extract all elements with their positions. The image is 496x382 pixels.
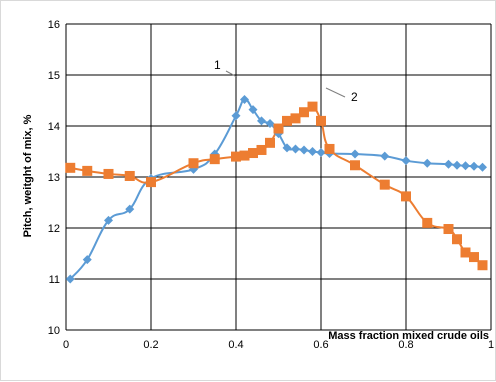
- series-1-point: [401, 156, 411, 166]
- y-tick-label: 13: [48, 172, 60, 184]
- series-2-point: [316, 115, 326, 126]
- series-2-point: [379, 179, 390, 190]
- series-2-point: [124, 170, 135, 181]
- annotation-1-leader: [225, 70, 238, 78]
- series-2-point: [209, 154, 220, 165]
- series-2-point: [422, 217, 433, 228]
- series-2-point: [248, 148, 258, 159]
- series-1-point: [265, 118, 275, 128]
- series-2-point: [477, 260, 488, 271]
- x-tick-label: 1: [488, 339, 494, 351]
- y-tick-label: 14: [48, 121, 60, 133]
- series-2-point: [299, 107, 309, 118]
- series-1-point: [65, 274, 75, 284]
- gridlines: [66, 23, 492, 330]
- y-tick-label: 15: [48, 70, 60, 82]
- y-tick-label: 10: [48, 325, 60, 337]
- series-2-point: [265, 137, 275, 148]
- y-tick-label: 12: [48, 223, 60, 235]
- series-2-point: [188, 158, 199, 169]
- series-1-point: [82, 255, 92, 265]
- series-1-point: [231, 111, 241, 121]
- y-axis-title: Pitch, weitght of mix, %: [22, 114, 34, 237]
- series-1-point: [104, 215, 113, 225]
- series-2-point: [82, 165, 93, 176]
- x-tick-label: 0: [63, 339, 69, 351]
- series-1-point: [452, 160, 462, 170]
- x-tick-label: 0.8: [398, 339, 413, 351]
- series-2-point: [146, 177, 156, 188]
- series-2-point: [460, 247, 471, 258]
- series-1-point: [308, 147, 317, 156]
- series-1-point: [125, 204, 135, 214]
- y-tick-label: 16: [48, 19, 60, 31]
- series-1-point: [316, 148, 326, 158]
- series-1-point: [299, 145, 309, 155]
- series-2-point: [231, 151, 241, 162]
- series-1-point: [350, 149, 360, 159]
- series-2-point: [350, 160, 360, 171]
- series-2-point: [103, 168, 114, 179]
- series-1-point: [282, 143, 292, 153]
- x-axis-title: Mass fraction mixed crude oils: [328, 330, 489, 342]
- series-markers: [65, 94, 488, 284]
- series-2-point: [239, 150, 250, 161]
- x-tick-label: 0.6: [313, 339, 328, 351]
- series-2-point: [65, 162, 76, 173]
- annotation-2-leader: [325, 87, 346, 98]
- series-1-point: [461, 161, 470, 171]
- x-tick-label: 0.2: [143, 339, 158, 351]
- annotations: 12: [214, 58, 358, 104]
- series-1-point: [248, 105, 258, 115]
- series-2-point: [307, 101, 318, 112]
- y-tick-label: 11: [49, 274, 60, 286]
- series-1-point: [469, 161, 479, 171]
- annotation-2-label: 2: [351, 90, 358, 104]
- series-2-point: [443, 224, 454, 235]
- series-2-point: [324, 143, 335, 154]
- series-2-point: [282, 115, 292, 126]
- series-2-point: [452, 234, 462, 245]
- series-2-point: [273, 123, 284, 134]
- series-2-point: [469, 252, 479, 263]
- series-1-point: [444, 159, 453, 169]
- series-2-point: [290, 113, 301, 124]
- series-1-point: [380, 151, 390, 161]
- series-1-point: [291, 144, 300, 154]
- series-1-point: [422, 158, 432, 168]
- series-2-point: [401, 191, 411, 202]
- series-1-point: [257, 116, 266, 126]
- series-2-point: [256, 144, 267, 155]
- series-1-point: [478, 162, 487, 172]
- series-1-point: [240, 94, 249, 104]
- x-tick-label: 0.4: [228, 339, 243, 351]
- annotation-1-label: 1: [214, 58, 221, 72]
